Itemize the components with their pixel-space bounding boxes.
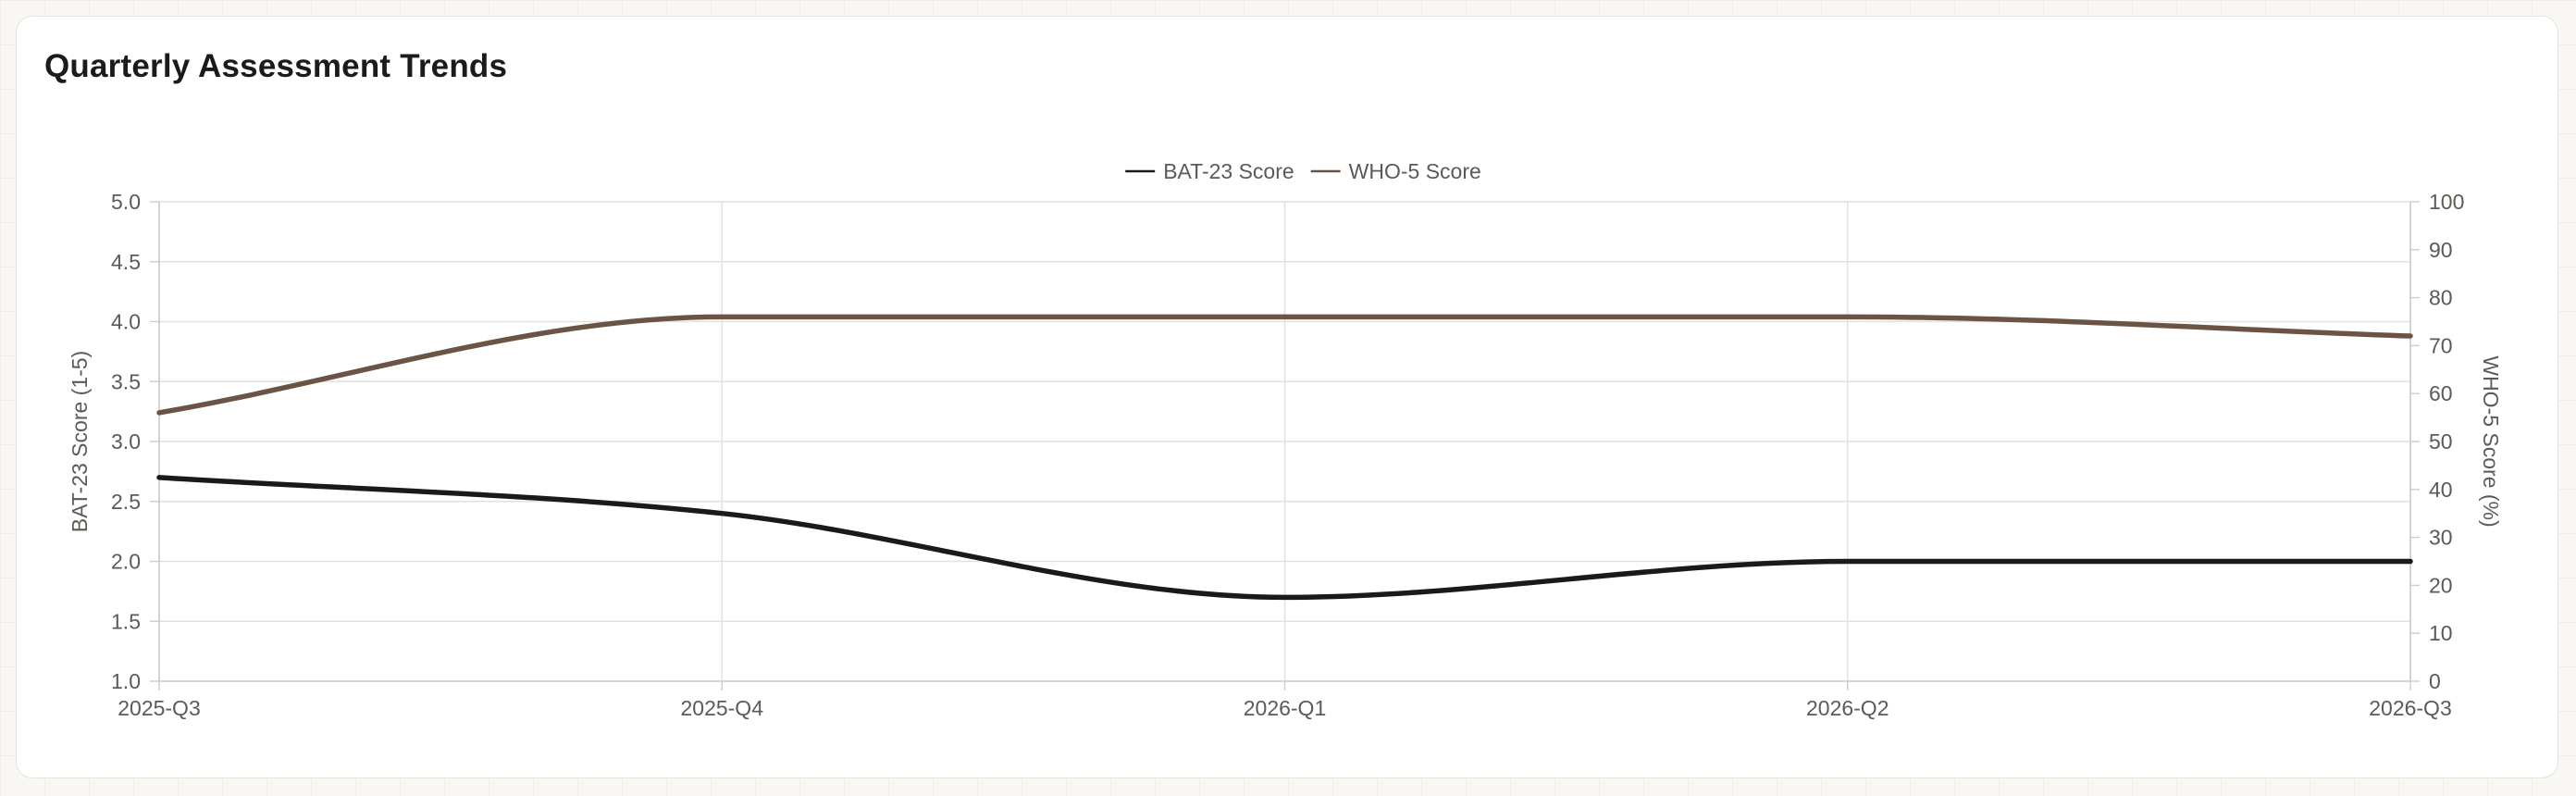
legend-label: BAT-23 Score xyxy=(1163,159,1294,183)
data-point-who-5-score[interactable] xyxy=(1845,314,1851,319)
legend-item-who-5-score[interactable]: WHO-5 Score xyxy=(1310,159,1481,183)
right-tick-label: 40 xyxy=(2429,478,2453,502)
right-tick-label: 30 xyxy=(2429,526,2453,550)
x-tick-label: 2025-Q3 xyxy=(118,696,201,720)
chart-card xyxy=(16,16,2558,778)
left-tick-label: 4.0 xyxy=(111,310,141,334)
right-tick-label: 10 xyxy=(2429,621,2453,645)
right-tick-label: 80 xyxy=(2429,286,2453,310)
right-tick-label: 0 xyxy=(2429,669,2441,693)
data-point-bat-23-score[interactable] xyxy=(156,475,162,480)
data-point-who-5-score[interactable] xyxy=(156,410,162,416)
left-tick-label: 3.0 xyxy=(111,429,141,454)
x-tick-label: 2026-Q2 xyxy=(1806,696,1889,720)
legend-label: WHO-5 Score xyxy=(1349,159,1481,183)
x-tick-label: 2025-Q4 xyxy=(680,696,763,720)
x-tick-label: 2026-Q3 xyxy=(2369,696,2452,720)
chart-legend[interactable]: BAT-23 Score WHO-5 Score xyxy=(1125,159,1481,183)
x-tick-label: 2026-Q1 xyxy=(1244,696,1327,720)
left-tick-label: 3.5 xyxy=(111,369,141,393)
chart-axes: 1.0 1.5 2.0 2.5 3.0 3.5 4.0 4.5 5.0 0 10 20 30 40 50 60… xyxy=(68,190,2503,720)
left-tick-label: 2.5 xyxy=(111,490,141,514)
left-tick-label: 2.0 xyxy=(111,550,141,574)
data-point-bat-23-score[interactable] xyxy=(1282,594,1288,600)
right-axis-title: WHO-5 Score (%) xyxy=(2479,355,2503,527)
grid-lines xyxy=(158,201,2411,682)
data-point-bat-23-score[interactable] xyxy=(1845,559,1851,565)
data-point-bat-23-score[interactable] xyxy=(719,511,724,516)
left-axis-title: BAT-23 Score (1-5) xyxy=(68,351,92,532)
right-tick-label: 60 xyxy=(2429,381,2453,405)
left-tick-label: 4.5 xyxy=(111,250,141,274)
left-tick-label: 5.0 xyxy=(111,190,141,214)
left-tick-label: 1.0 xyxy=(111,669,141,693)
series-line-who-5-score xyxy=(156,314,2413,416)
data-point-who-5-score[interactable] xyxy=(2408,333,2413,339)
data-point-who-5-score[interactable] xyxy=(1282,314,1288,319)
right-tick-label: 20 xyxy=(2429,573,2453,597)
right-tick-label: 100 xyxy=(2429,190,2464,214)
left-tick-label: 1.5 xyxy=(111,609,141,633)
series-lines xyxy=(156,314,2413,601)
right-tick-label: 70 xyxy=(2429,333,2453,357)
right-tick-label: 50 xyxy=(2429,429,2453,454)
chart-title: Quarterly Assessment Trends xyxy=(44,48,508,84)
data-point-bat-23-score[interactable] xyxy=(2408,559,2413,565)
series-line-bat-23-score xyxy=(156,475,2413,601)
right-tick-label: 90 xyxy=(2429,238,2453,262)
data-point-who-5-score[interactable] xyxy=(719,314,724,319)
legend-item-bat-23-score[interactable]: BAT-23 Score xyxy=(1125,159,1294,183)
